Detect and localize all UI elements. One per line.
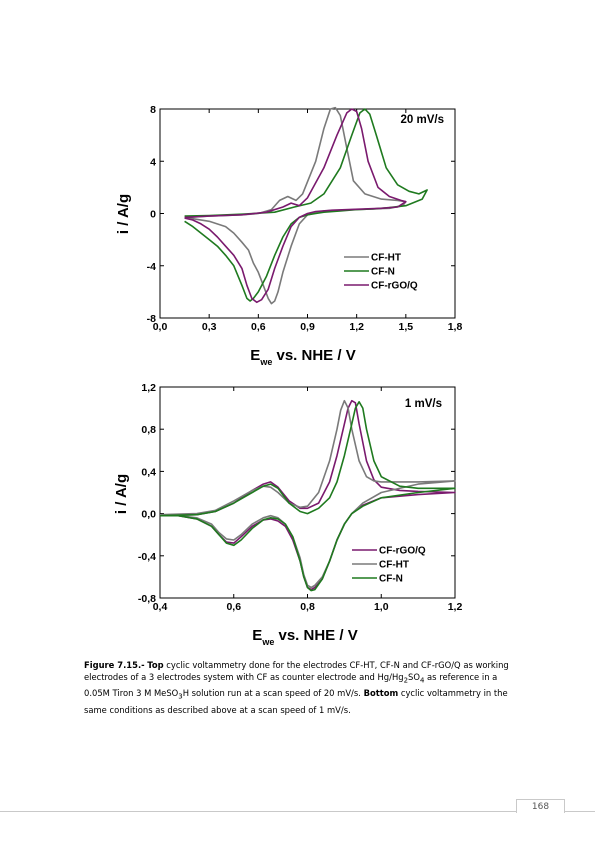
top-x-axis-label: Ewe vs. NHE / V (250, 347, 355, 367)
caption-bottom-label: Bottom (363, 688, 399, 699)
top-y-axis-label: i / A/g (115, 194, 132, 234)
bottom-x-tick-label: 0,4 (153, 601, 168, 613)
bottom-y-tick-label: 0,0 (141, 509, 156, 521)
figure-caption: Figure 7.15.- Top cyclic voltammetry don… (84, 659, 516, 716)
bottom-plot-frame (159, 386, 456, 599)
bottom-x-tick-label: 1,2 (448, 601, 463, 613)
caption-text-4: H solution run at a scan speed of 20 mV/… (182, 688, 364, 699)
top-y-tick-label: 8 (150, 104, 156, 116)
bottom-legend-label: CF-N (379, 574, 403, 585)
top-legend-label: CF-rGO/Q (371, 281, 418, 292)
caption-top-label: Top (147, 660, 164, 670)
bottom-y-tick-label: 0,8 (141, 424, 156, 436)
top-x-tick-label: 0,6 (251, 321, 266, 333)
top-x-tick-label: 0,9 (300, 321, 315, 333)
bottom-x-axis-label: Ewe vs. NHE / V (252, 627, 357, 647)
top-x-tick-label: 1,2 (349, 321, 364, 333)
bottom-y-tick-label: -0,8 (138, 593, 156, 605)
top-x-axis-label-main: E (250, 347, 260, 364)
bottom-y-tick-label: 1,2 (141, 382, 156, 394)
top-series-cf-rgo-q (184, 108, 407, 304)
top-x-tick-label: 0,0 (153, 321, 168, 333)
bottom-x-axis-label-main: E (252, 627, 262, 644)
top-x-tick-label: 0,3 (202, 321, 217, 333)
top-x-tick-label: 1,5 (399, 321, 414, 333)
bottom-series-cf-rgo-q (159, 399, 456, 591)
caption-text-5: cyclic voltammetry in the same condition… (84, 688, 508, 715)
top-legend-label: CF-N (371, 267, 395, 278)
bottom-x-tick-label: 0,6 (226, 601, 241, 613)
top-x-axis-label-rest: vs. NHE / V (272, 347, 355, 364)
bottom-x-tick-label: 1,0 (374, 601, 389, 613)
caption-sub-2: 4 (419, 677, 425, 686)
bottom-x-tick-label: 0,8 (300, 601, 315, 613)
bottom-y-tick-label: 0,4 (141, 466, 156, 478)
caption-text-3: as reference in a 0.05M Tiron 3 M MeSO (84, 672, 498, 699)
bottom-legend-label: CF-HT (379, 560, 409, 571)
bottom-series-cf-ht (159, 399, 456, 589)
page-number: 168 (516, 799, 565, 813)
caption-sub-3: 3 (178, 693, 183, 702)
caption-figure-label: Figure 7.15.- (84, 660, 145, 670)
bottom-scan-rate-label: 1 mV/s (405, 398, 442, 410)
bottom-x-axis-label-rest: vs. NHE / V (274, 627, 357, 644)
caption-text-1: cyclic voltammetry done for the electrod… (84, 660, 509, 683)
bottom-legend-label: CF-rGO/Q (379, 546, 426, 557)
top-cv-chart: 0,0 0,3 0,6 0,9 1,2 1,5 1,8 8 4 0 -4 -8 20 mV/s CF-HT… (115, 104, 463, 367)
caption-sub-1: 2 (403, 677, 409, 686)
top-y-tick-label: 0 (150, 209, 156, 221)
footer-rule (0, 811, 595, 812)
bottom-series-cf-n (159, 400, 456, 592)
top-y-tick-label: -4 (147, 261, 156, 273)
top-x-tick-label: 1,8 (448, 321, 463, 333)
bottom-x-axis-label-sub: we (261, 637, 274, 647)
bottom-y-tick-label: -0,4 (138, 551, 156, 563)
caption-text-2: SO (408, 672, 420, 683)
top-y-tick-label: -8 (147, 313, 156, 325)
bottom-y-axis-label: i / A/g (113, 474, 130, 514)
top-legend-label: CF-HT (371, 253, 401, 264)
top-x-axis-label-sub: we (259, 357, 272, 367)
top-scan-rate-label: 20 mV/s (401, 114, 444, 126)
top-y-tick-label: 4 (150, 156, 156, 168)
